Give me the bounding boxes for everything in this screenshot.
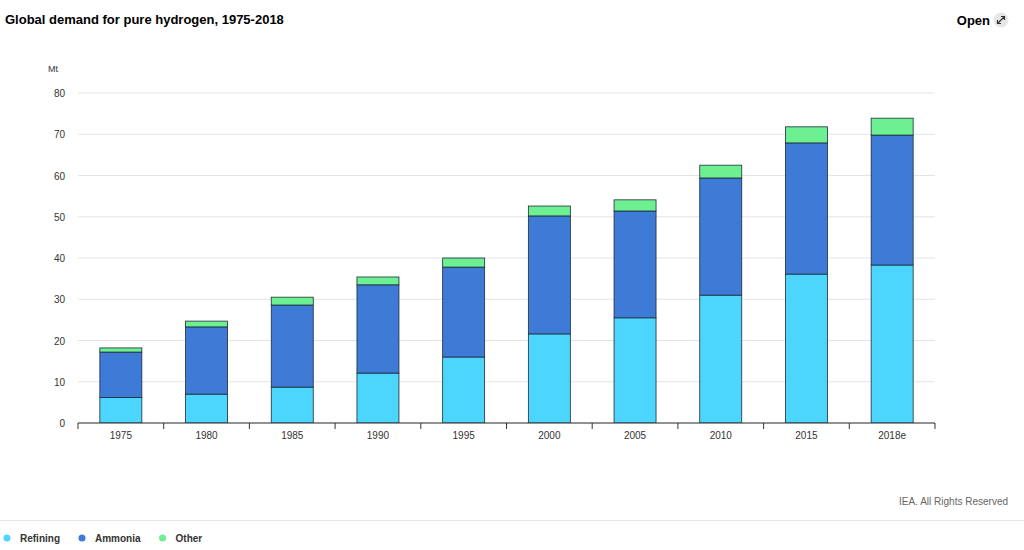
legend-label: Other xyxy=(176,533,203,544)
grid-line xyxy=(78,93,935,94)
y-tick-label: 20 xyxy=(54,336,66,347)
y-tick-label: 80 xyxy=(54,88,66,99)
separator xyxy=(0,520,1024,521)
x-tick xyxy=(935,423,936,429)
open-icon xyxy=(994,13,1009,28)
legend-swatch xyxy=(79,535,86,542)
bar-segment xyxy=(871,135,913,265)
bar-segment xyxy=(871,265,913,423)
legend-swatch xyxy=(4,535,11,542)
bar-segment xyxy=(528,334,570,423)
bar-segment xyxy=(871,118,913,135)
x-tick xyxy=(677,423,678,429)
y-tick-label: 50 xyxy=(54,212,66,223)
x-tick-label: 1985 xyxy=(281,430,304,441)
bar-segment xyxy=(785,127,827,143)
bar-segment xyxy=(528,206,570,216)
x-tick-label: 2005 xyxy=(624,430,647,441)
open-icon-arrow xyxy=(998,17,1005,24)
bar-segment xyxy=(614,211,656,318)
bar-segment xyxy=(357,277,399,285)
bar-segment xyxy=(443,258,485,267)
chart-root: Global demand for pure hydrogen, 1975-20… xyxy=(0,0,1024,550)
bar-segment xyxy=(100,352,142,397)
x-tick xyxy=(249,423,250,429)
chart-title: Global demand for pure hydrogen, 1975-20… xyxy=(5,12,284,27)
x-tick-label: 2000 xyxy=(538,430,561,441)
legend-label: Ammonia xyxy=(95,533,141,544)
bar-segment xyxy=(614,200,656,211)
bar-segment xyxy=(271,297,313,305)
source-note: IEA. All Rights Reserved xyxy=(899,496,1008,507)
x-tick-label: 1980 xyxy=(195,430,218,441)
x-tick xyxy=(763,423,764,429)
x-tick-label: 2018e xyxy=(878,430,906,441)
y-tick-label: 40 xyxy=(54,253,66,264)
x-tick xyxy=(506,423,507,429)
y-tick-label: 70 xyxy=(54,129,66,140)
bar-segment xyxy=(357,373,399,423)
bar-segment xyxy=(443,267,485,357)
bar-segment xyxy=(785,143,827,274)
legend-swatch xyxy=(159,535,166,542)
y-axis-label: Mt xyxy=(48,64,58,74)
bar-segment xyxy=(614,318,656,423)
bar-segment xyxy=(700,295,742,423)
bar-segment xyxy=(700,165,742,178)
bar-segment xyxy=(100,397,142,423)
x-tick xyxy=(592,423,593,429)
chart-svg: Global demand for pure hydrogen, 1975-20… xyxy=(0,0,1024,550)
bar-segment xyxy=(100,348,142,352)
bars xyxy=(100,118,913,423)
x-tick xyxy=(163,423,164,429)
bar-segment xyxy=(528,216,570,334)
y-tick-label: 60 xyxy=(54,171,66,182)
x-tick-label: 1995 xyxy=(453,430,476,441)
x-tick xyxy=(78,423,79,429)
open-button[interactable]: Open xyxy=(957,13,990,28)
x-tick-label: 2015 xyxy=(795,430,818,441)
bar-segment xyxy=(357,285,399,373)
bar-segment xyxy=(443,357,485,423)
x-tick xyxy=(849,423,850,429)
x-tick-label: 1990 xyxy=(367,430,390,441)
x-tick-label: 1975 xyxy=(110,430,133,441)
y-tick-label: 10 xyxy=(54,377,66,388)
y-tick-label: 0 xyxy=(59,418,65,429)
legend-label: Refining xyxy=(20,533,60,544)
x-tick xyxy=(420,423,421,429)
x-tick xyxy=(335,423,336,429)
bar-segment xyxy=(186,327,228,394)
bar-segment xyxy=(186,321,228,327)
y-tick-label: 30 xyxy=(54,294,66,305)
bar-segment xyxy=(186,394,228,423)
bar-segment xyxy=(785,274,827,423)
bar-segment xyxy=(271,305,313,387)
x-tick-label: 2010 xyxy=(710,430,733,441)
bar-segment xyxy=(271,387,313,423)
bar-segment xyxy=(700,178,742,295)
